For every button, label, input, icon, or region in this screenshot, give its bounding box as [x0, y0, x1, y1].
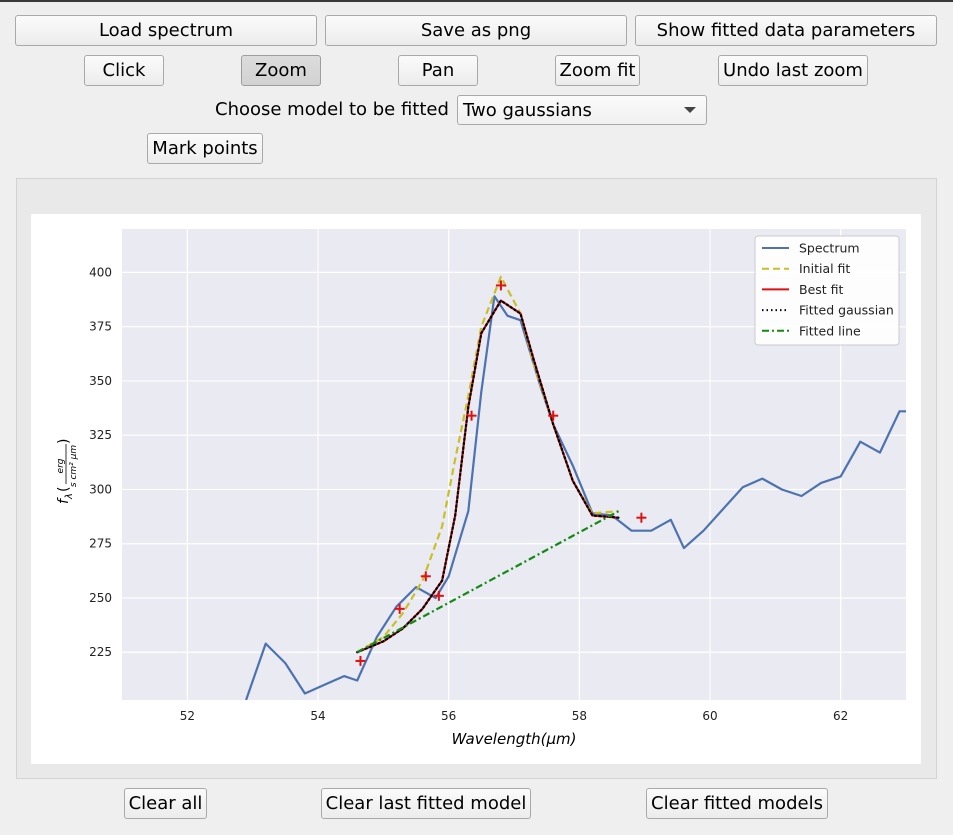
- show-fitted-parameters-button[interactable]: Show fitted data parameters: [635, 15, 937, 46]
- legend-label-fitted-gaussian: Fitted gaussian: [799, 303, 894, 318]
- marked-points: [355, 280, 647, 666]
- legend-label-spectrum: Spectrum: [799, 241, 860, 256]
- y-tick-label: 325: [89, 428, 112, 442]
- y-axis-label-den: s cm² μm: [69, 445, 79, 487]
- marked-point: [466, 410, 477, 421]
- window-border: [0, 0, 953, 2]
- marked-point: [420, 571, 431, 582]
- legend-label-initial-fit: Initial fit: [799, 261, 850, 276]
- zoom-button[interactable]: Zoom: [241, 55, 321, 86]
- marked-point: [355, 655, 366, 666]
- clear-last-fitted-model-button[interactable]: Clear last fitted model: [321, 788, 531, 819]
- y-axis-label: f λ ( erg s cm² μm ): [56, 439, 79, 504]
- x-tick-label: 58: [572, 709, 587, 723]
- chevron-down-icon: [684, 107, 696, 113]
- y-axis-label-sub: λ: [64, 493, 75, 500]
- model-select-value: Two gaussians: [463, 99, 592, 121]
- clear-all-button[interactable]: Clear all: [124, 788, 207, 819]
- model-label: Choose model to be fitted: [215, 99, 449, 120]
- y-tick-label: 400: [89, 265, 112, 279]
- y-axis-label-num: erg: [56, 458, 66, 473]
- series-fitted-gaussian: [356, 299, 620, 654]
- undo-last-zoom-button[interactable]: Undo last zoom: [718, 55, 868, 86]
- legend: Spectrum Initial fit Best fit Fitted gaussi…: [754, 235, 900, 346]
- marked-point: [433, 590, 444, 601]
- x-tick-label: 62: [833, 709, 848, 723]
- marked-point: [636, 512, 647, 523]
- y-tick-label: 225: [89, 645, 112, 659]
- y-tick-label: 275: [89, 537, 112, 551]
- x-tick-labels: 52 54 56 58 60 62: [180, 709, 849, 723]
- zoom-fit-button[interactable]: Zoom fit: [555, 55, 640, 86]
- load-spectrum-button[interactable]: Load spectrum: [15, 15, 317, 46]
- x-axis-label: Wavelength(μm): [452, 730, 577, 748]
- legend-label-best-fit: Best fit: [799, 282, 844, 297]
- x-tick-label: 52: [180, 709, 195, 723]
- x-tick-label: 54: [310, 709, 325, 723]
- marked-point: [394, 603, 405, 614]
- y-tick-label: 250: [89, 591, 112, 605]
- y-axis-label-f: f: [56, 497, 72, 504]
- spectrum-chart[interactable]: 52 54 56 58 60 62 225 250 275 300 325 350 375 400 Wa…: [31, 214, 921, 764]
- series-fitted-line: [356, 510, 620, 654]
- y-tick-label: 350: [89, 374, 112, 388]
- series-group: [245, 275, 906, 700]
- y-axis-label-paren-open: (: [56, 487, 72, 492]
- x-tick-label: 60: [702, 709, 717, 723]
- series-spectrum: [245, 295, 906, 700]
- y-axis-label-paren-close: ): [56, 439, 72, 444]
- y-tick-labels: 225 250 275 300 325 350 375 400: [89, 265, 112, 659]
- y-tick-label: 300: [89, 482, 112, 496]
- clear-fitted-models-button[interactable]: Clear fitted models: [646, 788, 828, 819]
- save-png-button[interactable]: Save as png: [325, 15, 627, 46]
- marked-point: [548, 410, 559, 421]
- legend-box: [754, 235, 900, 346]
- marked-point: [495, 280, 506, 291]
- click-button[interactable]: Click: [84, 55, 164, 86]
- model-select[interactable]: Two gaussians: [457, 95, 707, 125]
- y-tick-label: 375: [89, 320, 112, 334]
- pan-button[interactable]: Pan: [398, 55, 478, 86]
- mark-points-button[interactable]: Mark points: [147, 133, 263, 164]
- plot-canvas[interactable]: 52 54 56 58 60 62 225 250 275 300 325 350 375 400 Wa…: [31, 214, 921, 764]
- legend-label-fitted-line: Fitted line: [799, 323, 861, 338]
- x-tick-label: 56: [441, 709, 456, 723]
